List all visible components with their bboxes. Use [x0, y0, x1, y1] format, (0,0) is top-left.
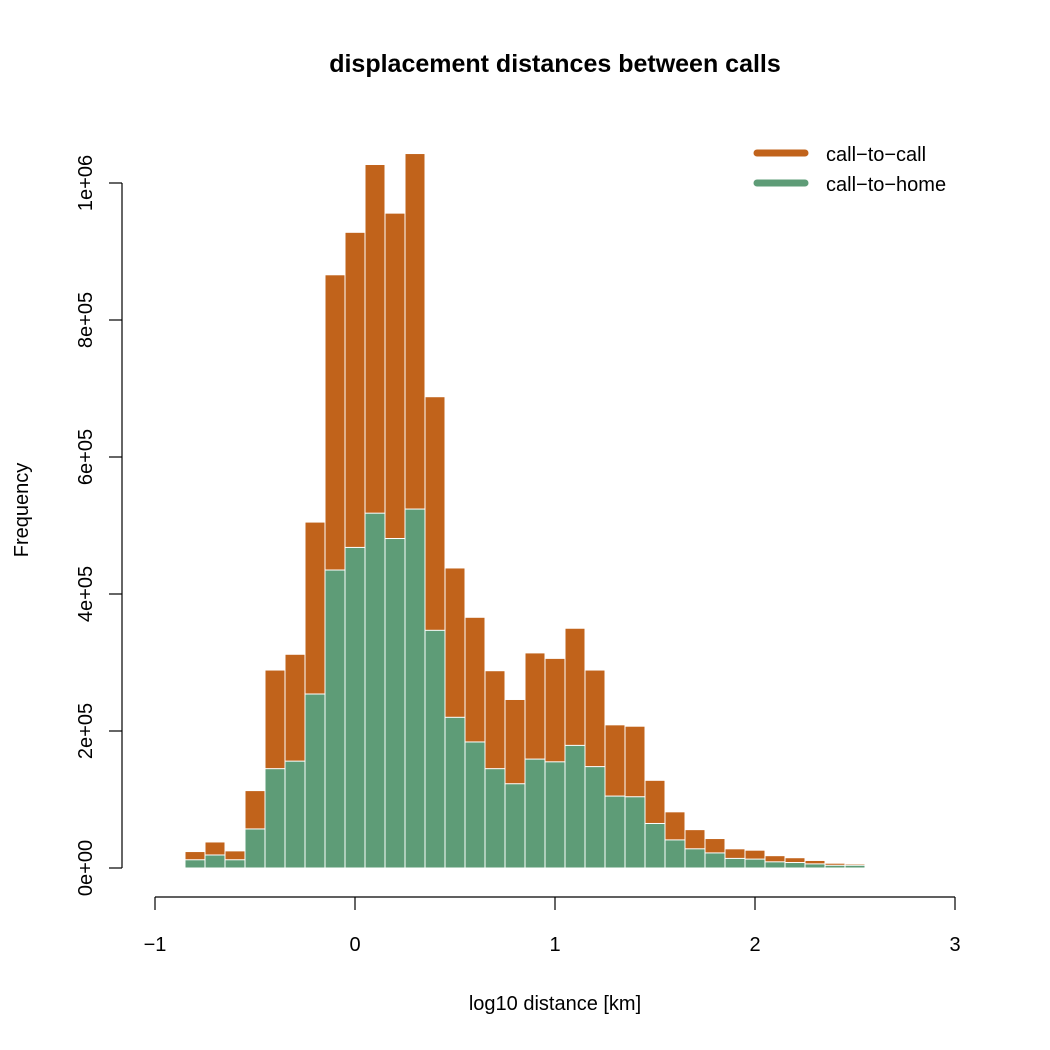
y-tick-label: 4e+05: [75, 566, 97, 622]
bar-call-to-home-10: [384, 538, 406, 869]
bar-call-to-home-4: [264, 768, 286, 869]
bar-call-to-home-0: [184, 859, 206, 869]
bar-call-to-home-34: [864, 866, 886, 869]
x-tick-label: 1: [549, 934, 560, 956]
x-axis-ticks: −1 0 1 2 3: [144, 897, 961, 956]
bar-call-to-home-27: [724, 857, 746, 869]
chart-legend: call−to−call call−to−home: [753, 144, 946, 196]
bar-call-to-home-23: [644, 822, 666, 869]
x-tick-label: 0: [349, 934, 360, 956]
bar-call-to-home-20: [584, 766, 606, 869]
bar-call-to-home-32: [824, 864, 846, 869]
bar-call-to-home-30: [784, 862, 806, 869]
bar-call-to-home-3: [244, 828, 266, 869]
bar-call-to-home-25: [684, 848, 706, 869]
bar-call-to-home-21: [604, 795, 626, 869]
bar-call-to-home-6: [304, 693, 326, 869]
bar-call-to-home-11: [404, 508, 426, 869]
y-tick-label: 0e+00: [75, 840, 97, 896]
bar-call-to-home-14: [464, 741, 486, 869]
legend-label-call-to-call: call−to−call: [826, 144, 926, 166]
bar-call-to-home-29: [764, 861, 786, 869]
bar-call-to-home-31: [804, 863, 826, 869]
y-axis-ticks: 0e+00 2e+05 4e+05 6e+05 8e+05 1e+06: [75, 155, 122, 896]
y-tick-label: 8e+05: [75, 292, 97, 348]
y-axis-label: Frequency: [11, 463, 33, 558]
bar-call-to-home-33: [844, 864, 866, 869]
bar-call-to-home-19: [564, 744, 586, 869]
y-tick-label: 1e+06: [75, 155, 97, 211]
bar-call-to-home-15: [484, 768, 506, 869]
bar-call-to-home-22: [624, 796, 646, 869]
bar-call-to-home-18: [544, 761, 566, 869]
bar-call-to-home-28: [744, 858, 766, 869]
x-tick-label: 3: [949, 934, 960, 956]
bar-call-to-home-13: [444, 716, 466, 869]
x-tick-label: 2: [749, 934, 760, 956]
bar-call-to-home-9: [364, 512, 386, 869]
bar-call-to-home-7: [324, 569, 346, 869]
bar-call-to-home-17: [524, 758, 546, 869]
series-call-to-home-bars: [184, 508, 906, 869]
legend-label-call-to-home: call−to−home: [826, 174, 946, 196]
y-tick-label: 6e+05: [75, 429, 97, 485]
bar-call-to-home-8: [344, 546, 366, 869]
x-axis-label: log10 distance [km]: [469, 993, 641, 1015]
bar-call-to-home-1: [204, 854, 226, 869]
bar-call-to-home-26: [704, 852, 726, 869]
bar-call-to-home-12: [424, 629, 446, 869]
bar-call-to-home-24: [664, 839, 686, 869]
bar-call-to-home-2: [224, 859, 246, 869]
chart-title: displacement distances between calls: [329, 50, 781, 78]
bar-call-to-home-16: [504, 783, 526, 869]
y-tick-label: 2e+05: [75, 703, 97, 759]
x-tick-label: −1: [144, 934, 167, 956]
bar-call-to-home-5: [284, 760, 306, 869]
